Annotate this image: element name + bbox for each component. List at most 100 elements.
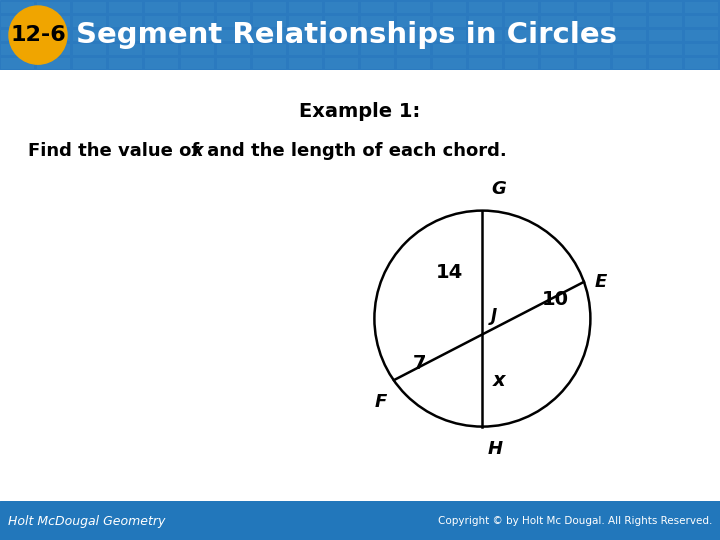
Bar	[37, 30, 70, 41]
Bar	[109, 16, 142, 27]
Bar	[361, 30, 394, 41]
Bar	[217, 2, 250, 13]
Bar	[145, 30, 178, 41]
Bar	[289, 30, 322, 41]
Bar	[1, 2, 34, 13]
Bar	[181, 16, 214, 27]
Text: Copyright © by Holt Mc Dougal. All Rights Reserved.: Copyright © by Holt Mc Dougal. All Right…	[438, 516, 712, 526]
Bar	[433, 16, 466, 27]
Bar	[541, 2, 574, 13]
Ellipse shape	[9, 6, 67, 64]
Bar	[145, 16, 178, 27]
Bar	[1, 58, 34, 69]
Bar	[361, 44, 394, 55]
Bar	[217, 58, 250, 69]
Text: 7: 7	[413, 354, 426, 374]
Bar	[433, 58, 466, 69]
Bar	[181, 2, 214, 13]
Bar	[505, 58, 538, 69]
Bar	[577, 30, 610, 41]
Bar	[469, 58, 502, 69]
Bar	[253, 16, 286, 27]
Text: F: F	[375, 393, 387, 411]
Bar	[361, 16, 394, 27]
Bar	[505, 16, 538, 27]
Bar	[145, 58, 178, 69]
Text: H: H	[488, 440, 503, 457]
Bar	[325, 30, 358, 41]
Bar	[649, 44, 682, 55]
Text: J: J	[491, 307, 498, 325]
Bar	[37, 2, 70, 13]
Text: 10: 10	[541, 289, 569, 309]
Bar	[469, 16, 502, 27]
Text: Find the value of: Find the value of	[28, 142, 205, 160]
Bar	[685, 44, 718, 55]
Bar	[73, 58, 106, 69]
Bar	[217, 44, 250, 55]
Bar	[73, 2, 106, 13]
Bar	[361, 58, 394, 69]
Bar	[433, 44, 466, 55]
Bar	[1, 16, 34, 27]
Bar	[541, 16, 574, 27]
Bar	[433, 2, 466, 13]
Bar	[253, 58, 286, 69]
Bar	[505, 30, 538, 41]
Bar	[397, 16, 430, 27]
Bar	[433, 30, 466, 41]
Bar	[613, 30, 646, 41]
Bar	[1, 44, 34, 55]
Bar	[397, 2, 430, 13]
Text: E: E	[595, 273, 607, 291]
Bar	[613, 44, 646, 55]
Bar	[685, 58, 718, 69]
Bar	[289, 16, 322, 27]
Bar	[1, 30, 34, 41]
Bar	[649, 16, 682, 27]
Text: and the length of each chord.: and the length of each chord.	[201, 142, 507, 160]
Bar	[289, 2, 322, 13]
Bar	[73, 44, 106, 55]
Bar	[505, 44, 538, 55]
Bar	[613, 2, 646, 13]
Bar	[469, 44, 502, 55]
Bar	[37, 58, 70, 69]
Bar	[325, 44, 358, 55]
Text: G: G	[491, 180, 505, 198]
Bar	[613, 58, 646, 69]
Bar	[685, 30, 718, 41]
Bar	[613, 16, 646, 27]
Bar	[685, 16, 718, 27]
Bar	[397, 44, 430, 55]
Bar	[577, 58, 610, 69]
Bar	[217, 16, 250, 27]
Bar	[37, 44, 70, 55]
Bar	[541, 44, 574, 55]
Text: 14: 14	[436, 262, 463, 282]
Text: 12-6: 12-6	[10, 25, 66, 45]
Bar	[217, 30, 250, 41]
Text: Example 1:: Example 1:	[300, 102, 420, 121]
Bar	[109, 58, 142, 69]
Bar	[181, 58, 214, 69]
Bar	[685, 2, 718, 13]
Bar	[397, 30, 430, 41]
Bar	[145, 44, 178, 55]
Bar	[73, 30, 106, 41]
Text: Holt McDougal Geometry: Holt McDougal Geometry	[8, 515, 166, 528]
Bar	[649, 30, 682, 41]
Bar	[253, 44, 286, 55]
Bar	[289, 58, 322, 69]
Bar	[505, 2, 538, 13]
Bar	[145, 2, 178, 13]
Bar	[577, 2, 610, 13]
Bar	[541, 30, 574, 41]
Text: Segment Relationships in Circles: Segment Relationships in Circles	[76, 21, 617, 49]
Bar	[577, 16, 610, 27]
Bar	[469, 30, 502, 41]
Bar	[289, 44, 322, 55]
Bar	[361, 2, 394, 13]
Bar	[649, 2, 682, 13]
Text: x: x	[192, 142, 204, 160]
